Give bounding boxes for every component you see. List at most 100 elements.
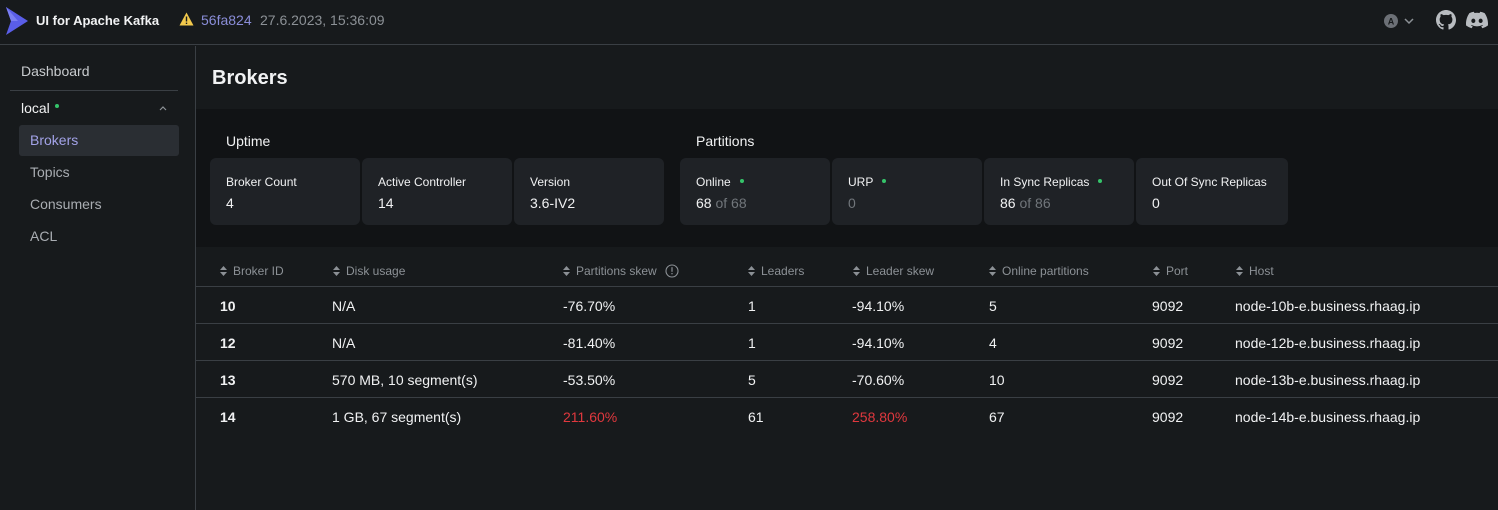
leaders-cell: 5 bbox=[748, 372, 756, 388]
cluster-name: local bbox=[21, 100, 50, 116]
leader-skew-cell: -94.10% bbox=[852, 298, 905, 314]
commit-link[interactable]: 56fa824 bbox=[201, 12, 252, 28]
metric-label: Broker Count bbox=[226, 175, 297, 189]
metric-label: Online bbox=[696, 175, 731, 189]
leaders-cell: 61 bbox=[748, 409, 764, 425]
discord-icon[interactable] bbox=[1466, 11, 1488, 29]
broker-id-link[interactable]: 10 bbox=[220, 298, 236, 314]
sidebar-item-topics[interactable]: Topics bbox=[30, 164, 70, 180]
info-icon[interactable] bbox=[665, 264, 679, 278]
sort-icon bbox=[1236, 266, 1243, 276]
disk-usage-cell: 570 MB, 10 segment(s) bbox=[332, 372, 478, 388]
table-row[interactable]: 12 N/A -81.40% 1 -94.10% 4 9092 node-12b… bbox=[196, 324, 1498, 361]
kafka-ui-logo[interactable] bbox=[6, 7, 28, 35]
metric-in-sync-replicas: In Sync Replicas 86 of 86 bbox=[984, 158, 1134, 225]
partitions-title: Partitions bbox=[696, 133, 755, 149]
column-leader-skew[interactable]: Leader skew bbox=[853, 264, 934, 278]
host-cell: node-14b-e.business.rhaag.ip bbox=[1235, 409, 1421, 425]
host-cell: node-13b-e.business.rhaag.ip bbox=[1235, 372, 1421, 388]
broker-id-link[interactable]: 12 bbox=[220, 335, 236, 351]
user-avatar-icon: A bbox=[1384, 14, 1414, 28]
partitions-skew-cell: -53.50% bbox=[563, 372, 616, 388]
metric-label: Version bbox=[530, 175, 571, 189]
metric-active-controller: Active Controller 14 bbox=[362, 158, 512, 225]
metric-label: URP bbox=[848, 175, 874, 189]
sidebar-item-dashboard[interactable]: Dashboard bbox=[21, 63, 90, 79]
sidebar: Dashboard local Brokers Topics Consumers… bbox=[0, 46, 196, 510]
sidebar-item-brokers[interactable]: Brokers bbox=[19, 125, 179, 156]
column-online-partitions[interactable]: Online partitions bbox=[989, 264, 1089, 278]
port-cell: 9092 bbox=[1152, 372, 1184, 388]
user-menu[interactable]: A bbox=[1383, 12, 1417, 30]
sort-icon bbox=[563, 266, 570, 276]
app-title[interactable]: UI for Apache Kafka bbox=[36, 13, 160, 28]
column-label: Leader skew bbox=[866, 264, 935, 278]
chevron-up-icon[interactable] bbox=[158, 104, 168, 112]
metric-value: 14 bbox=[378, 195, 394, 211]
sort-icon bbox=[748, 266, 755, 276]
partitions-skew-cell: -76.70% bbox=[563, 298, 616, 314]
disk-usage-cell: N/A bbox=[332, 335, 356, 351]
column-port[interactable]: Port bbox=[1153, 264, 1188, 278]
column-label: Port bbox=[1166, 264, 1189, 278]
broker-id-link[interactable]: 13 bbox=[220, 372, 236, 388]
metric-value: 3.6-IV2 bbox=[530, 195, 576, 211]
metric-out-of-sync-replicas: Out Of Sync Replicas 0 bbox=[1136, 158, 1288, 225]
leader-skew-cell: -70.60% bbox=[852, 372, 905, 388]
metric-label: Out Of Sync Replicas bbox=[1152, 175, 1267, 189]
broker-id-link[interactable]: 14 bbox=[220, 409, 236, 425]
github-icon[interactable] bbox=[1436, 10, 1456, 30]
build-date: 27.6.2023, 15:36:09 bbox=[260, 12, 385, 28]
sort-icon bbox=[220, 266, 227, 276]
sidebar-item-consumers[interactable]: Consumers bbox=[30, 196, 102, 212]
metric-broker-count: Broker Count 4 bbox=[210, 158, 360, 225]
column-label: Broker ID bbox=[233, 264, 284, 278]
leaders-cell: 1 bbox=[748, 335, 756, 351]
port-cell: 9092 bbox=[1152, 298, 1184, 314]
table-header: Broker ID Disk usage Partitions skew Lea… bbox=[196, 247, 1498, 287]
port-cell: 9092 bbox=[1152, 409, 1184, 425]
uptime-title: Uptime bbox=[226, 133, 271, 149]
metric-version: Version 3.6-IV2 bbox=[514, 158, 664, 225]
sort-icon bbox=[989, 266, 996, 276]
partitions-skew-cell: -81.40% bbox=[563, 335, 616, 351]
metric-total: of 86 bbox=[1015, 195, 1051, 211]
metric-value: 86 bbox=[1000, 195, 1016, 211]
user-initial: A bbox=[1388, 17, 1395, 27]
host-cell: node-10b-e.business.rhaag.ip bbox=[1235, 298, 1421, 314]
table-row[interactable]: 10 N/A -76.70% 1 -94.10% 5 9092 node-10b… bbox=[196, 287, 1498, 324]
sort-icon bbox=[853, 266, 860, 276]
column-label: Disk usage bbox=[346, 264, 406, 278]
warning-icon bbox=[179, 12, 194, 26]
column-label: Leaders bbox=[761, 264, 805, 278]
leader-skew-cell: -94.10% bbox=[852, 335, 905, 351]
port-cell: 9092 bbox=[1152, 335, 1184, 351]
metric-total: of 68 bbox=[711, 195, 747, 211]
leader-skew-cell: 258.80% bbox=[852, 409, 908, 425]
sidebar-cluster-local[interactable]: local bbox=[21, 100, 59, 116]
column-disk-usage[interactable]: Disk usage bbox=[333, 264, 405, 278]
page-title: Brokers bbox=[212, 67, 288, 89]
column-leaders[interactable]: Leaders bbox=[748, 264, 804, 278]
column-broker-id[interactable]: Broker ID bbox=[220, 264, 284, 278]
metric-value: 0 bbox=[848, 195, 856, 211]
brokers-table: Broker ID Disk usage Partitions skew Lea… bbox=[196, 247, 1498, 435]
table-row[interactable]: 14 1 GB, 67 segment(s) 211.60% 61 258.80… bbox=[196, 398, 1498, 435]
column-host[interactable]: Host bbox=[1236, 264, 1274, 278]
metric-value: 4 bbox=[226, 195, 234, 211]
metric-value: 0 bbox=[1152, 195, 1160, 211]
metric-label: Active Controller bbox=[378, 175, 467, 189]
cluster-status-dot bbox=[54, 104, 59, 108]
column-label: Host bbox=[1249, 264, 1274, 278]
sort-icon bbox=[1153, 266, 1160, 276]
top-bar: UI for Apache Kafka 56fa824 27.6.2023, 1… bbox=[0, 0, 1498, 45]
sidebar-item-acl[interactable]: ACL bbox=[30, 228, 58, 244]
table-row[interactable]: 13 570 MB, 10 segment(s) -53.50% 5 -70.6… bbox=[196, 361, 1498, 398]
metric-urp: URP 0 bbox=[832, 158, 982, 225]
table-body: 10 N/A -76.70% 1 -94.10% 5 9092 node-10b… bbox=[196, 287, 1498, 435]
online-partitions-cell: 5 bbox=[989, 298, 997, 314]
online-partitions-cell: 67 bbox=[989, 409, 1005, 425]
main-content: Brokers Uptime Partitions Broker Count 4… bbox=[196, 46, 1498, 510]
column-partitions-skew[interactable]: Partitions skew bbox=[563, 264, 679, 278]
sort-icon bbox=[333, 266, 340, 276]
